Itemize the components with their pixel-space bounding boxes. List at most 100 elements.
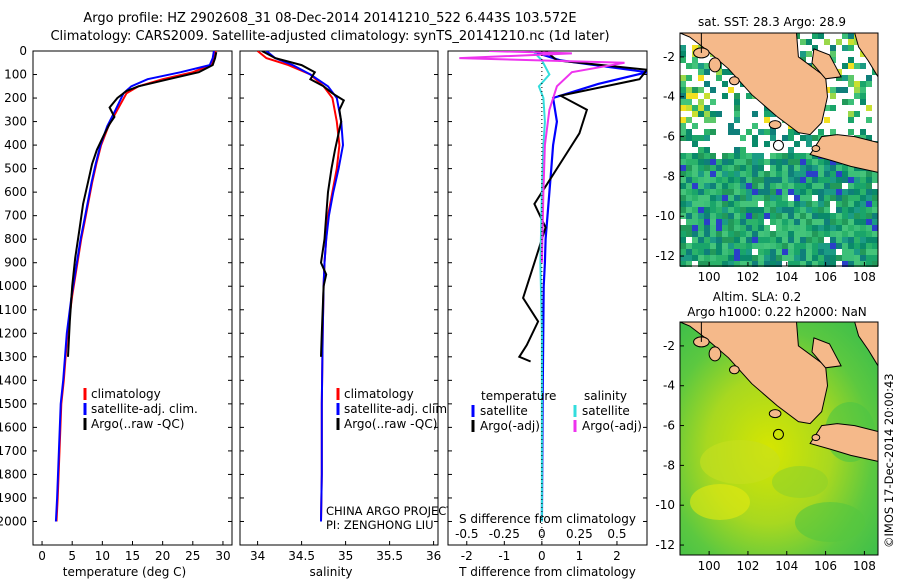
sst-cell (848, 231, 854, 237)
sst-cell (866, 135, 872, 141)
sla-patch (700, 440, 780, 484)
sst-cell (866, 207, 872, 213)
sst-cell (848, 225, 854, 231)
sst-cell (686, 243, 692, 249)
sst-cell (734, 243, 740, 249)
sst-cell (704, 111, 710, 117)
sst-cell (740, 189, 746, 195)
sst-cell (842, 33, 848, 39)
sst-cell (698, 135, 704, 141)
sst-cell (794, 177, 800, 183)
sst-cell (836, 207, 842, 213)
sst-cell (752, 177, 758, 183)
sst-cell (734, 213, 740, 219)
sst-cell (854, 111, 860, 117)
sst-cell (800, 135, 806, 141)
sst-cell (716, 213, 722, 219)
sst-cell (848, 243, 854, 249)
sst-cell (830, 219, 836, 225)
sst-cell (752, 225, 758, 231)
sst-cell (686, 231, 692, 237)
depth-tick-label: 900 (4, 256, 27, 270)
sst-cell (728, 261, 734, 267)
sst-cell (836, 189, 842, 195)
sst-cell (818, 249, 824, 255)
panel-temperature: 0 5 10 15 20 25 30 temperature (deg C) climatolo… (32, 50, 233, 579)
sst-cell (818, 159, 824, 165)
sst-cell (842, 255, 848, 261)
sst-cell (812, 213, 818, 219)
sst-cell (740, 171, 746, 177)
sst-cell (728, 87, 734, 93)
sst-cell (806, 135, 812, 141)
sst-cell (770, 111, 776, 117)
sst-cell (770, 135, 776, 141)
sst-cell (806, 159, 812, 165)
land-polygon (811, 337, 842, 369)
sst-cell (872, 219, 878, 225)
sst-cell (698, 249, 704, 255)
map-y-tick-label: -4 (663, 90, 675, 104)
land-polygon (811, 48, 842, 80)
sst-cell (800, 261, 806, 267)
sst-cell (734, 147, 740, 153)
sst-cell (776, 231, 782, 237)
sst-cell (740, 183, 746, 189)
sst-cell (800, 171, 806, 177)
sst-cell (704, 243, 710, 249)
sst-cell (734, 111, 740, 117)
sst-cell (728, 183, 734, 189)
sst-cell (794, 195, 800, 201)
sst-cell (818, 165, 824, 171)
sst-cell (866, 255, 872, 261)
sst-cell (854, 243, 860, 249)
sst-cell (872, 213, 878, 219)
sst-cell (686, 171, 692, 177)
sst-cell (704, 81, 710, 87)
sst-cell (830, 255, 836, 261)
sst-cell (716, 255, 722, 261)
sst-cell (776, 213, 782, 219)
sst-cell (764, 129, 770, 135)
sst-cell (776, 261, 782, 267)
sst-cell (830, 129, 836, 135)
sst-cell (824, 201, 830, 207)
sst-cell (752, 135, 758, 141)
sst-cell (698, 87, 704, 93)
sst-cell (794, 165, 800, 171)
sst-cell (770, 231, 776, 237)
sst-cell (860, 129, 866, 135)
legend-label: satellite-adj. clim. (344, 402, 451, 416)
sst-cell (824, 249, 830, 255)
sst-cell (854, 177, 860, 183)
sst-cell (746, 159, 752, 165)
sst-cell (734, 249, 740, 255)
sst-cell (794, 237, 800, 243)
sst-cell (770, 207, 776, 213)
sst-cell (740, 243, 746, 249)
sst-cell (740, 177, 746, 183)
sst-cell (824, 183, 830, 189)
sst-cell (740, 225, 746, 231)
x-tick-label: 35 (338, 549, 353, 563)
sst-cell (842, 189, 848, 195)
legend-label: satellite-adj. clim. (91, 402, 198, 416)
depth-tick-label: 1800 (0, 467, 27, 481)
sst-cell (860, 195, 866, 201)
sst-cell (752, 237, 758, 243)
sst-cell (872, 261, 878, 267)
sst-cell (758, 171, 764, 177)
sst-cell (704, 249, 710, 255)
sst-cell (830, 225, 836, 231)
sst-cell (830, 243, 836, 249)
panel-frame (447, 50, 648, 546)
sst-cell (848, 201, 854, 207)
sst-cell (704, 219, 710, 225)
sst-cell (782, 153, 788, 159)
sst-cell (770, 213, 776, 219)
sst-cell (698, 207, 704, 213)
sst-cell (710, 201, 716, 207)
sst-cell (830, 231, 836, 237)
sst-cell (746, 231, 752, 237)
sst-cell (698, 99, 704, 105)
